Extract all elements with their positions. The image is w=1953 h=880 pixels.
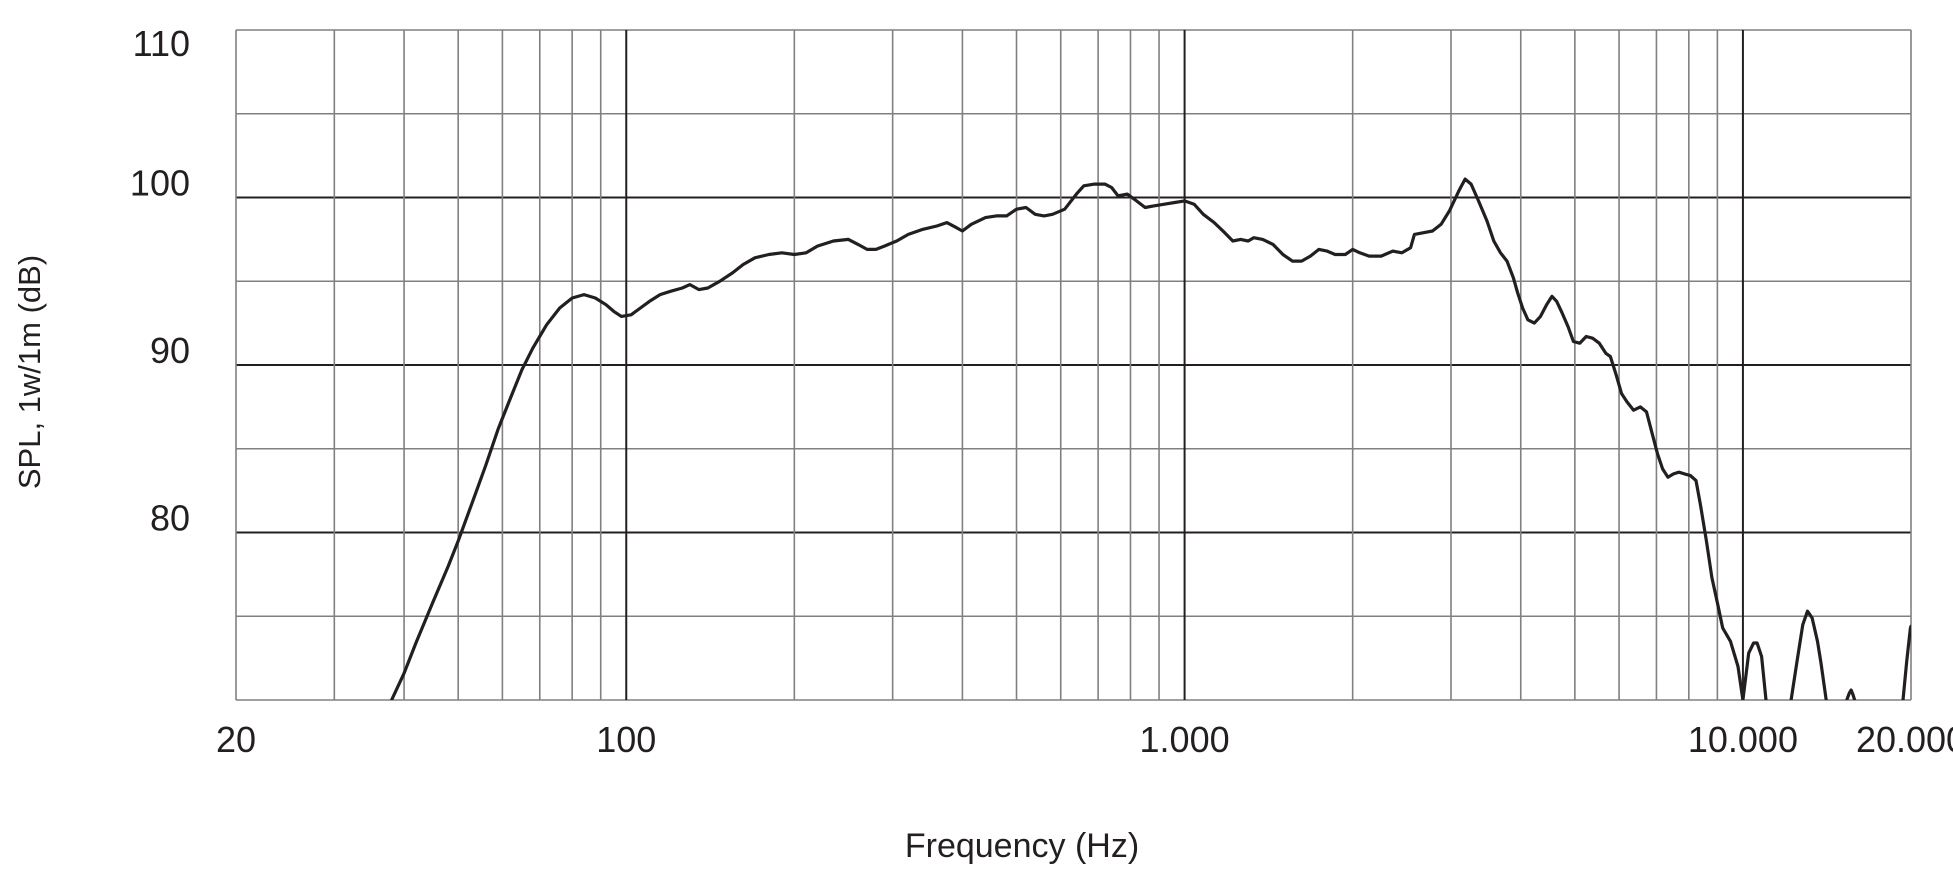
response-curve-segment: [1845, 688, 1857, 700]
x-tick-label: 20: [216, 719, 256, 760]
x-tick-label: 20.000: [1856, 719, 1953, 760]
response-curve-segment: [390, 177, 1745, 700]
y-tick-label: 110: [133, 23, 190, 64]
y-tick-label: 80: [150, 498, 190, 539]
x-tick-label: 100: [596, 719, 656, 760]
y-tick-label: 90: [150, 330, 190, 371]
response-curve-segment: [1741, 641, 1768, 700]
tick-labels: 20 100 1.000 10.000 20.000 80 90 100 110: [130, 23, 1953, 760]
x-axis-label: Frequency (Hz): [905, 827, 1139, 865]
plot-lines: [390, 177, 1911, 700]
y-axis-label: SPL, 1w/1m (dB): [12, 255, 47, 489]
grid-lines: [235, 29, 1912, 701]
response-curve-segment: [1901, 624, 1911, 700]
x-tick-label: 10.000: [1688, 719, 1798, 760]
response-curve-segment: [1789, 609, 1828, 700]
y-tick-label: 100: [130, 163, 190, 204]
x-tick-label: 1.000: [1140, 719, 1230, 760]
